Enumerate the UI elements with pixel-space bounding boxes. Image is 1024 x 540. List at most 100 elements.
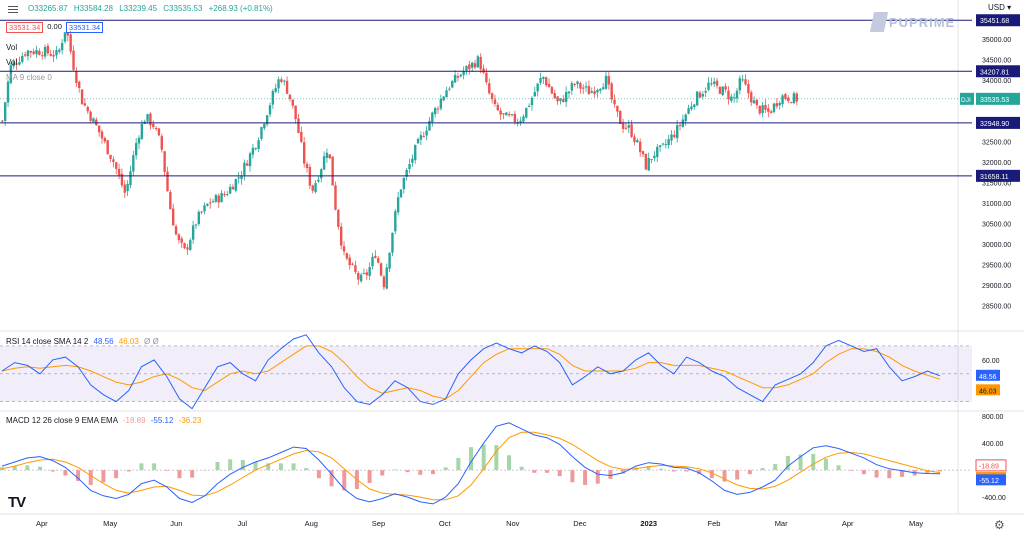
candle-body <box>507 114 511 116</box>
candle-body <box>171 208 175 226</box>
candle-body <box>271 90 275 105</box>
candle-body <box>564 91 568 103</box>
candle-body <box>83 103 87 106</box>
candle-body <box>599 88 602 91</box>
candle-body <box>684 114 687 122</box>
candle-body <box>80 89 84 105</box>
candle-body <box>436 108 440 110</box>
candle-body <box>41 55 44 57</box>
brand-logo: PUPRIME <box>869 12 956 32</box>
macd-histogram-bar <box>266 463 271 471</box>
macd-histogram-bar <box>557 470 562 477</box>
candle-body <box>211 201 215 203</box>
candle-body <box>522 116 525 122</box>
spread-value: 0.00 <box>47 22 62 31</box>
candle-body <box>334 185 337 210</box>
candle-body <box>3 102 7 121</box>
candle-body <box>758 106 761 114</box>
candle-body <box>414 144 417 161</box>
macd-histogram-bar <box>380 470 385 476</box>
legend-vol-2[interactable]: Vol <box>6 58 18 67</box>
time-tick-label: Sep <box>372 519 385 528</box>
macd-hist-value-tag <box>975 459 1007 472</box>
candle-body <box>160 136 163 150</box>
candle-body <box>345 253 349 259</box>
candle-body <box>721 86 724 96</box>
candle-body <box>274 88 277 92</box>
candle-body <box>55 50 58 56</box>
candle-body <box>479 56 482 70</box>
candle-body <box>280 79 283 82</box>
rsi-label[interactable]: RSI 14 close SMA 14 2 <box>6 337 89 346</box>
legend-vol-1[interactable]: Vol <box>6 43 18 52</box>
macd-histogram-bar <box>342 470 347 491</box>
price-tick-label: 32500.00 <box>982 139 1011 146</box>
macd-histogram-bar <box>152 463 157 471</box>
candle-body <box>769 111 773 113</box>
candle-body <box>656 146 659 158</box>
candle-body <box>257 140 260 149</box>
last-price-tag <box>976 92 1020 105</box>
candle-body <box>624 127 628 129</box>
macd-histogram-bar <box>443 467 448 471</box>
candle-body <box>752 100 756 104</box>
rsi-extra: Ø Ø <box>144 337 159 346</box>
candle-body <box>317 179 320 182</box>
candle-body <box>163 151 166 172</box>
candle-body <box>405 169 408 177</box>
candle-body <box>283 80 286 82</box>
macd-histogram-bar <box>392 469 397 471</box>
price-tick-label: 29000.00 <box>982 283 1011 290</box>
candle-body <box>459 74 462 77</box>
candle-body <box>109 154 112 159</box>
candle-body <box>186 247 189 250</box>
macd-histogram-bar <box>101 470 106 483</box>
sell-button[interactable]: 33531.34 <box>6 22 44 33</box>
candle-body <box>710 83 713 85</box>
candle-body <box>305 163 309 168</box>
macd-tick-label: 800.00 <box>982 414 1004 421</box>
brand-name: PUPRIME <box>889 14 956 30</box>
currency-selector[interactable]: USD ▾ <box>988 3 1012 12</box>
price-tick-label: 29500.00 <box>982 262 1011 269</box>
candle-body <box>331 156 334 186</box>
macd-histogram-bar <box>621 470 626 474</box>
candle-body <box>377 258 380 263</box>
macd-histogram-bar <box>671 470 676 472</box>
candle-body <box>433 108 437 115</box>
macd-histogram-bar <box>938 470 942 472</box>
candle-body <box>251 147 255 155</box>
candle-body <box>339 226 343 246</box>
time-tick-label: Apr <box>842 519 854 528</box>
macd-histogram-bar <box>836 465 841 471</box>
legend-ma[interactable]: MA 9 close 0 <box>6 73 52 82</box>
candle-body <box>26 50 30 57</box>
candle-body <box>379 263 383 276</box>
candle-body <box>300 131 303 142</box>
candle-body <box>146 114 149 122</box>
macd-histogram-bar <box>684 470 689 472</box>
macd-histogram-bar <box>874 470 879 478</box>
candle-body <box>579 83 582 89</box>
candle-body <box>675 125 679 139</box>
macd-hist-legend-value: -18.89 <box>122 416 146 425</box>
candle-body <box>482 68 485 73</box>
macd-label[interactable]: MACD 12 26 close 9 EMA EMA <box>6 416 118 425</box>
candle-body <box>533 91 537 97</box>
candle-body <box>115 162 118 169</box>
tradingview-logo-icon[interactable]: TV <box>8 494 26 511</box>
candle-body <box>6 81 10 103</box>
macd-histogram-bar <box>50 470 55 472</box>
macd-histogram-bar <box>570 470 575 483</box>
menu-icon[interactable] <box>8 4 18 14</box>
gear-icon[interactable]: ⚙ <box>994 518 1005 532</box>
macd-histogram-bar <box>202 470 207 471</box>
candle-body <box>476 56 480 68</box>
candle-body <box>29 51 33 53</box>
candle-body <box>166 171 169 192</box>
buy-button[interactable]: 33531.34 <box>65 22 104 33</box>
macd-histogram-bar <box>861 470 866 475</box>
macd-histogram-bar <box>240 459 245 471</box>
